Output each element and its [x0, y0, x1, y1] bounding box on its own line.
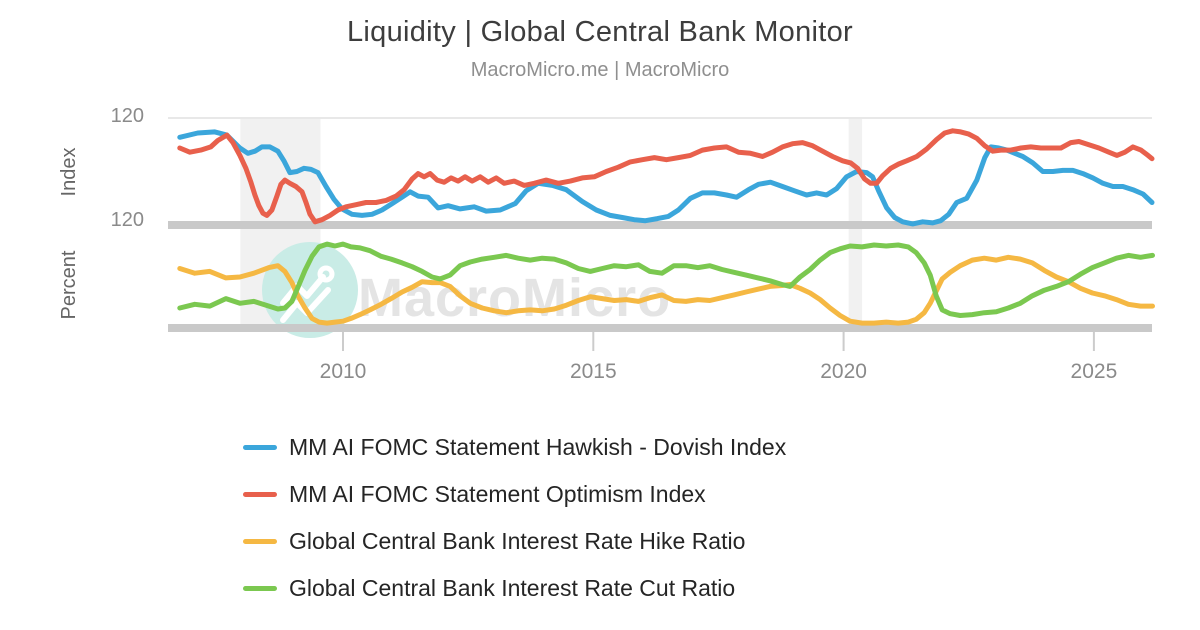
- page-subtitle: MacroMicro.me | MacroMicro: [470, 59, 730, 81]
- watermark-chart-line-icon: [280, 274, 326, 306]
- series-line-mm-ai-fomc-statement-hawkish-dovish-index: [177, 129, 1155, 227]
- x-tick-label: 2015: [570, 360, 617, 383]
- y-tick-label-top: 120: [110, 105, 144, 127]
- series-line-mm-ai-fomc-statement-optimism-index: [177, 128, 1155, 225]
- legend-item-1[interactable]: MM AI FOMC Statement Optimism Index: [243, 471, 786, 518]
- legend-swatch-icon: [243, 445, 277, 450]
- page-title: Liquidity | Global Central Bank Monitor: [346, 16, 854, 48]
- series-line-global-central-bank-interest-rate-cut-ratio: [177, 241, 1155, 318]
- panel-separator-bar: [168, 221, 1152, 229]
- watermark-chart-dot-icon: [317, 265, 335, 283]
- legend-item-3[interactable]: Global Central Bank Interest Rate Cut Ra…: [243, 565, 786, 612]
- legend-label: MM AI FOMC Statement Hawkish - Dovish In…: [289, 434, 787, 460]
- panel-bottom-bar: [168, 324, 1152, 332]
- x-tick-label: 2025: [1071, 360, 1118, 383]
- x-tick-label: 2010: [320, 360, 367, 383]
- legend-label: Global Central Bank Interest Rate Hike R…: [289, 528, 746, 554]
- x-tick-label: 2020: [820, 360, 867, 383]
- chart-legend: MM AI FOMC Statement Hawkish - Dovish In…: [243, 424, 786, 612]
- legend-swatch-icon: [243, 492, 277, 497]
- legend-label: MM AI FOMC Statement Optimism Index: [289, 481, 706, 507]
- top-gridline: [168, 117, 1152, 119]
- legend-label: Global Central Bank Interest Rate Cut Ra…: [289, 575, 736, 601]
- legend-item-2[interactable]: Global Central Bank Interest Rate Hike R…: [243, 518, 786, 565]
- legend-swatch-icon: [243, 586, 277, 591]
- series-line-global-central-bank-interest-rate-hike-ratio: [177, 254, 1155, 326]
- y-tick-label-mid: 120: [110, 209, 144, 231]
- legend-item-0[interactable]: MM AI FOMC Statement Hawkish - Dovish In…: [243, 424, 786, 471]
- legend-swatch-icon: [243, 539, 277, 544]
- watermark-chart-line2-icon: [280, 287, 331, 323]
